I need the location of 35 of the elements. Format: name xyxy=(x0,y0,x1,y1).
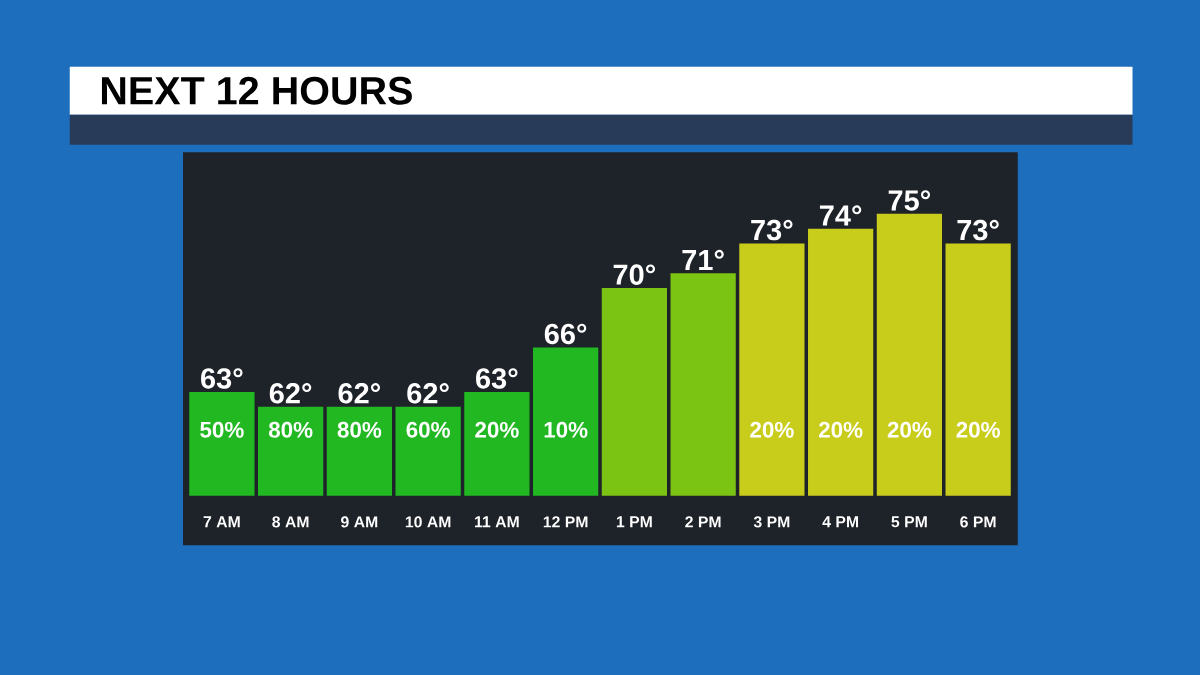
data-label: 66° xyxy=(544,323,587,345)
x-tick-label: 2 PM xyxy=(685,516,721,528)
x-tick-label: 7 AM xyxy=(203,516,240,528)
annotation: 80% xyxy=(337,421,382,438)
data-label: 75° xyxy=(888,190,931,211)
annotation: 10% xyxy=(544,421,588,438)
x-tick-label: 5 PM xyxy=(891,516,927,528)
annotation: 20% xyxy=(819,421,863,438)
annotation: 50% xyxy=(200,421,244,438)
annotation: 20% xyxy=(887,421,932,438)
annotation: 20% xyxy=(475,421,519,438)
annotation: 20% xyxy=(750,421,794,438)
data-label: 63° xyxy=(201,368,243,389)
x-tick-label: 6 PM xyxy=(960,516,996,528)
data-label: 74° xyxy=(819,205,862,226)
data-label: 62° xyxy=(269,383,312,404)
data-label: 73° xyxy=(751,219,793,241)
x-tick-label: 8 AM xyxy=(272,516,309,528)
x-tick-label: 9 AM xyxy=(341,516,378,528)
x-tick-label: 1 PM xyxy=(616,516,652,528)
data-label: 73° xyxy=(957,219,999,241)
data-label: 62° xyxy=(407,383,449,404)
annotation: 60% xyxy=(406,421,450,438)
data-label: 62° xyxy=(338,383,381,404)
annotation: 80% xyxy=(268,421,313,438)
data-label: 71° xyxy=(682,249,724,271)
x-tick-label: 4 PM xyxy=(822,516,859,528)
annotation: 20% xyxy=(956,421,1000,438)
chart-title: NEXT 12 HOURS xyxy=(101,76,412,105)
data-label: 63° xyxy=(476,368,518,389)
x-tick-label: 3 PM xyxy=(753,516,790,528)
x-tick-label: 10 AM xyxy=(405,516,451,528)
x-tick-label: 12 PM xyxy=(543,516,588,528)
x-tick-label: 11 AM xyxy=(475,516,519,528)
data-label: 70° xyxy=(613,264,656,285)
